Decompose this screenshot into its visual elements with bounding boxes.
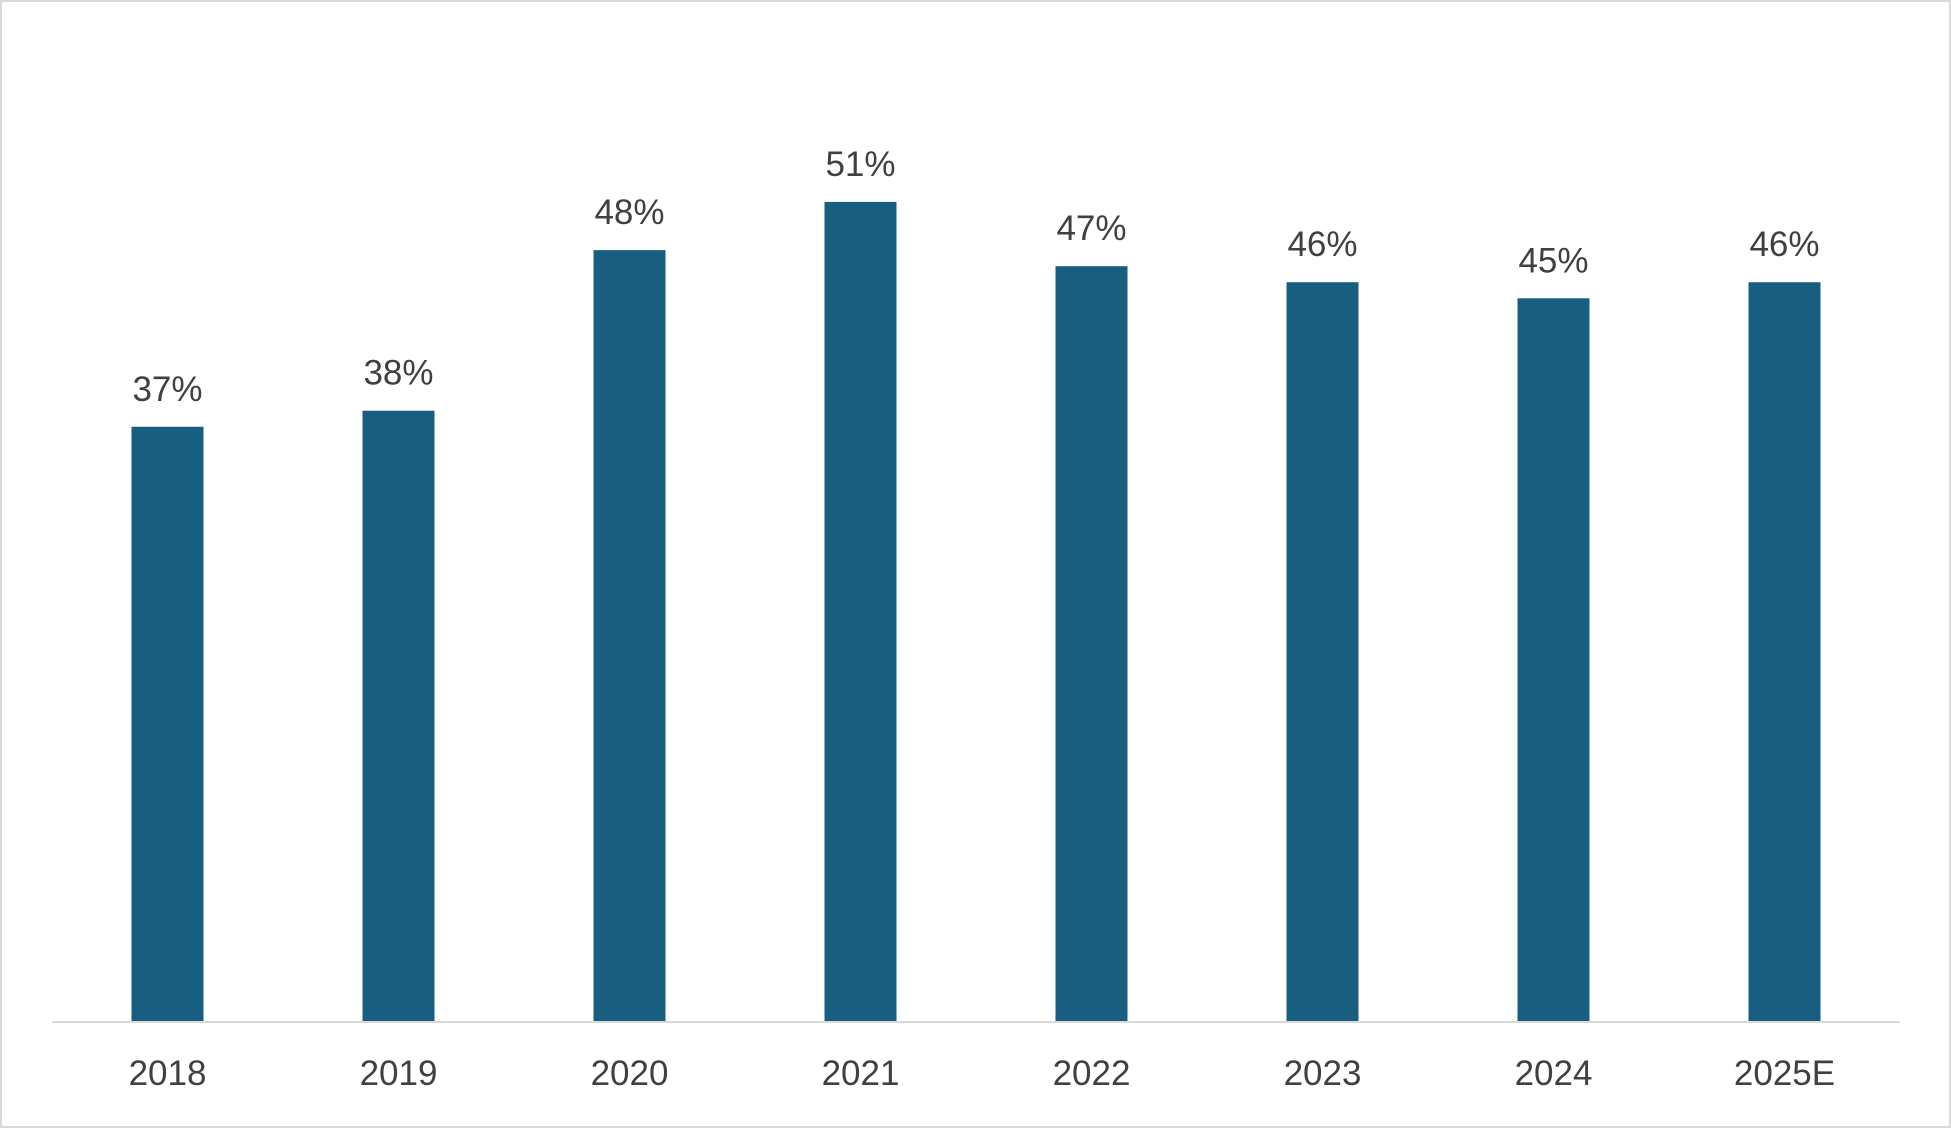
value-label-2025e: 46% <box>1749 225 1819 264</box>
value-label-2021: 51% <box>825 145 895 184</box>
value-label-2018: 37% <box>132 370 202 409</box>
value-label-2020: 48% <box>594 193 664 232</box>
value-label-2019: 38% <box>363 354 433 393</box>
bar-2025e <box>1748 282 1821 1021</box>
bar-2022 <box>1055 266 1128 1021</box>
x-tick-label-2018: 2018 <box>129 1054 207 1093</box>
bar-2019 <box>362 410 435 1022</box>
value-labels-group: 37% 38% 48% 51% 47% 46% 45% 46% <box>132 145 1819 409</box>
x-tick-label-2019: 2019 <box>360 1054 438 1093</box>
x-tick-label-2025e: 2025E <box>1734 1054 1835 1093</box>
bar-2024 <box>1517 298 1590 1021</box>
bar-2018 <box>131 426 204 1021</box>
x-tick-label-2023: 2023 <box>1284 1054 1362 1093</box>
x-tick-label-2021: 2021 <box>822 1054 900 1093</box>
x-tick-label-2020: 2020 <box>591 1054 669 1093</box>
value-label-2023: 46% <box>1287 225 1357 264</box>
bar-2021 <box>824 201 897 1021</box>
bar-2023 <box>1286 282 1359 1021</box>
value-label-2022: 47% <box>1056 209 1126 248</box>
value-label-2024: 45% <box>1518 241 1588 280</box>
x-tick-labels-group: 2018 2019 2020 2021 2022 2023 2024 2025E <box>129 1054 1836 1093</box>
x-tick-label-2024: 2024 <box>1515 1054 1593 1093</box>
x-tick-label-2022: 2022 <box>1053 1054 1131 1093</box>
bars-group <box>131 201 1821 1022</box>
bar-2020 <box>593 250 666 1021</box>
